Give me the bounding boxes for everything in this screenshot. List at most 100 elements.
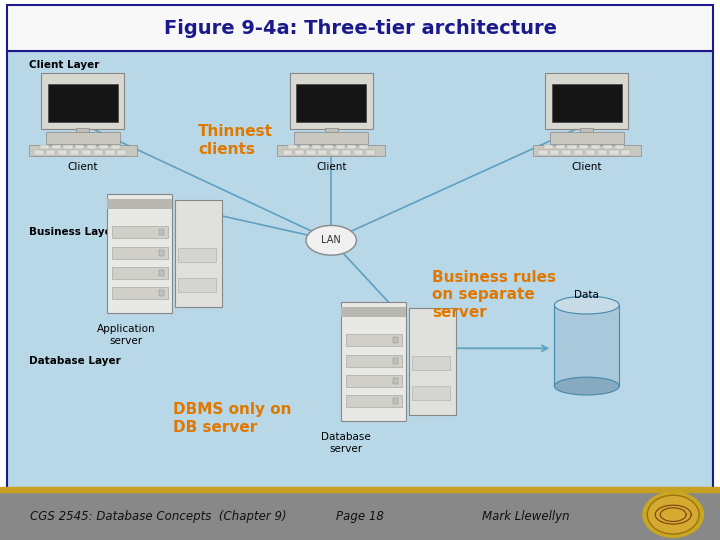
Bar [354,150,363,154]
Bar [318,150,328,154]
Bar [598,150,607,154]
Bar [574,150,583,154]
Bar [48,84,117,123]
Text: Database
server: Database server [320,432,371,454]
Bar [70,150,79,154]
Text: Client: Client [68,162,98,172]
Bar [359,145,369,150]
Bar [621,150,631,154]
Bar [107,194,172,313]
Bar [346,395,402,407]
Bar [7,5,713,51]
Ellipse shape [554,377,619,395]
Bar [609,150,618,154]
Text: Business Layer: Business Layer [29,227,117,237]
Bar [178,248,216,262]
Bar [42,73,125,129]
Bar [324,145,333,150]
Bar [82,150,91,154]
Bar [409,308,456,415]
Text: Client Layer: Client Layer [29,59,99,70]
Bar [35,150,43,154]
Bar [46,150,55,154]
Bar [288,145,297,150]
Bar [111,145,120,150]
Bar [175,200,222,307]
Bar [105,150,114,154]
Text: Page 18: Page 18 [336,510,384,523]
Bar [347,145,356,150]
Bar [312,145,321,150]
Text: Client: Client [572,162,602,172]
Bar [300,145,309,150]
Circle shape [647,495,699,534]
Bar [562,150,571,154]
Text: Client: Client [316,162,346,172]
Bar [341,307,406,316]
Bar [554,305,619,386]
Ellipse shape [554,296,619,314]
Bar [63,145,73,150]
Text: Mark Llewellyn: Mark Llewellyn [482,510,570,523]
Bar [297,84,366,123]
Bar [94,150,103,154]
Bar [283,150,292,154]
Bar [412,356,450,370]
Bar [393,338,398,343]
Bar [289,73,373,129]
Bar [159,249,164,255]
Text: Data: Data [575,289,599,300]
Bar [294,132,369,144]
Bar [87,145,96,150]
Bar [307,150,315,154]
Bar [58,150,67,154]
Bar [341,302,406,421]
Bar [580,128,593,133]
Text: CGS 2545: Database Concepts  (Chapter 9): CGS 2545: Database Concepts (Chapter 9) [30,510,287,523]
Bar [366,150,375,154]
Bar [112,287,168,299]
Bar [159,270,164,276]
Bar [552,84,621,123]
Text: LAN: LAN [321,235,341,245]
Text: Business rules
on separate
server: Business rules on separate server [432,270,556,320]
Bar [52,145,60,150]
Bar [159,230,164,235]
Bar [603,145,612,150]
Bar [586,150,595,154]
Bar [393,398,398,404]
Bar [29,145,137,156]
Bar [76,145,84,150]
Bar [544,145,553,150]
Bar [546,73,628,129]
Bar [549,132,624,144]
Bar [112,267,168,279]
Bar [591,145,600,150]
Bar [580,145,588,150]
Bar [76,128,89,133]
Bar [178,278,216,292]
Bar [393,378,398,384]
Bar [117,150,127,154]
Bar [346,334,402,346]
Bar [556,145,564,150]
Bar [336,145,345,150]
Bar [277,145,385,156]
Bar [330,150,339,154]
Bar [99,145,108,150]
Bar [7,51,713,489]
Bar [0,489,720,540]
Bar [112,247,168,259]
Bar [107,199,172,208]
Bar [159,290,164,296]
Bar [412,386,450,400]
Bar [393,357,398,363]
Ellipse shape [306,225,356,255]
Bar [346,355,402,367]
Bar [45,132,120,144]
Bar [294,150,304,154]
Text: Thinnest
clients: Thinnest clients [198,124,273,157]
Bar [533,145,641,156]
Text: Figure 9-4a: Three-tier architecture: Figure 9-4a: Three-tier architecture [163,18,557,38]
Bar [615,145,624,150]
